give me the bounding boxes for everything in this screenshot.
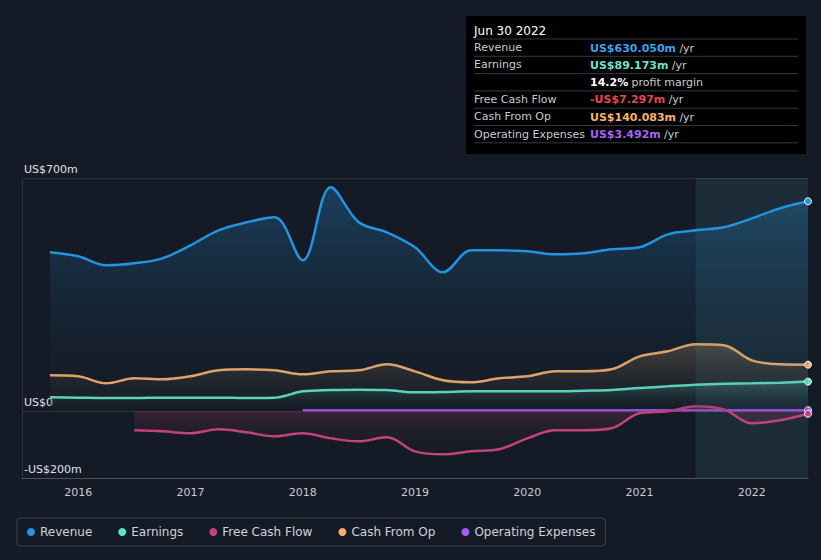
svg-text:Operating Expenses: Operating Expenses bbox=[474, 128, 585, 141]
svg-text:/yr: /yr bbox=[672, 59, 687, 72]
svg-text:/yr: /yr bbox=[664, 128, 679, 141]
svg-text:Earnings: Earnings bbox=[474, 58, 522, 71]
svg-text:2022: 2022 bbox=[738, 486, 766, 499]
svg-text:2017: 2017 bbox=[176, 486, 204, 499]
svg-text:Revenue: Revenue bbox=[474, 41, 522, 54]
svg-text:US$630.050m: US$630.050m bbox=[590, 42, 676, 55]
svg-text:Operating Expenses: Operating Expenses bbox=[474, 525, 595, 539]
svg-text:2020: 2020 bbox=[513, 486, 541, 499]
svg-text:Jun 30 2022: Jun 30 2022 bbox=[473, 24, 546, 38]
svg-text:2021: 2021 bbox=[626, 486, 654, 499]
svg-text:2016: 2016 bbox=[64, 486, 92, 499]
svg-text:US$140.083m: US$140.083m bbox=[590, 111, 676, 124]
svg-text:-US$7.297m: -US$7.297m bbox=[590, 93, 665, 106]
svg-text:US$0: US$0 bbox=[24, 396, 53, 409]
svg-text:Revenue: Revenue bbox=[40, 525, 92, 539]
svg-text:2018: 2018 bbox=[289, 486, 317, 499]
svg-text:profit margin: profit margin bbox=[631, 76, 703, 89]
svg-text:US$700m: US$700m bbox=[24, 163, 78, 176]
svg-text:US$89.173m: US$89.173m bbox=[590, 59, 668, 72]
svg-text:Free Cash Flow: Free Cash Flow bbox=[222, 525, 312, 539]
svg-text:/yr: /yr bbox=[679, 42, 694, 55]
svg-text:Earnings: Earnings bbox=[131, 525, 183, 539]
svg-text:-US$200m: -US$200m bbox=[24, 463, 82, 476]
svg-text:/yr: /yr bbox=[669, 93, 684, 106]
svg-text:2019: 2019 bbox=[401, 486, 429, 499]
svg-text:14.2%: 14.2% bbox=[590, 76, 628, 89]
svg-text:Cash From Op: Cash From Op bbox=[351, 525, 435, 539]
svg-text:Cash From Op: Cash From Op bbox=[474, 110, 551, 123]
svg-text:Free Cash Flow: Free Cash Flow bbox=[474, 93, 557, 106]
svg-text:/yr: /yr bbox=[679, 111, 694, 124]
svg-text:US$3.492m: US$3.492m bbox=[590, 128, 661, 141]
